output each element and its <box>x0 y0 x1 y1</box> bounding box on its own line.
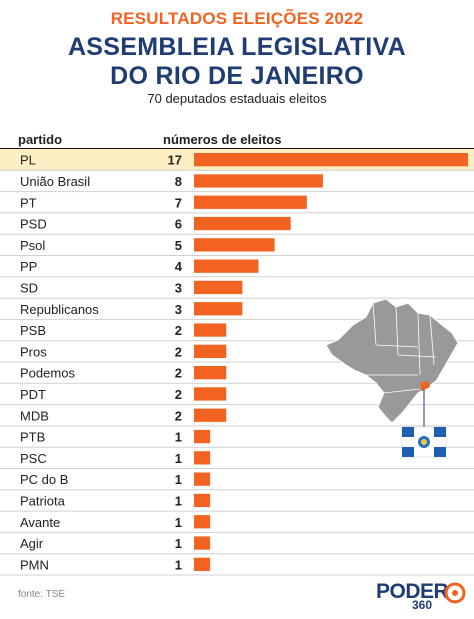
category-label: Podemos <box>20 366 75 381</box>
bar <box>194 536 211 550</box>
value-label: 1 <box>175 472 182 487</box>
value-label: 17 <box>168 153 182 168</box>
value-label: 5 <box>175 238 182 253</box>
category-label: PTB <box>20 430 45 445</box>
value-label: 3 <box>175 302 182 317</box>
category-label: PDT <box>20 387 46 402</box>
value-label: 2 <box>175 387 182 402</box>
category-label: Psol <box>20 238 45 253</box>
value-label: 1 <box>175 557 182 572</box>
value-label: 1 <box>175 451 182 466</box>
category-label: MDB <box>20 408 49 423</box>
bar <box>194 472 211 486</box>
logo-mark-icon <box>444 582 466 604</box>
category-label: Republicanos <box>20 302 99 317</box>
category-label: PSB <box>20 323 46 338</box>
column-header-party: partido <box>18 132 63 147</box>
category-label: PT <box>20 195 37 210</box>
category-label: União Brasil <box>20 174 90 189</box>
bar <box>194 323 227 337</box>
value-label: 1 <box>175 493 182 508</box>
logo-number: 360 <box>412 598 433 612</box>
bar <box>194 280 243 295</box>
column-header-seats: números de eleitos <box>163 132 282 147</box>
category-label: PL <box>20 153 36 168</box>
category-label: PSD <box>20 217 47 232</box>
bar <box>194 238 275 252</box>
bar <box>194 451 211 465</box>
rio-de-janeiro-state <box>420 381 430 391</box>
bar <box>194 408 227 422</box>
poder360-logo: PODER 360 <box>376 580 468 612</box>
kicker: RESULTADOS ELEIÇÕES 2022 <box>110 9 364 28</box>
bar <box>194 366 227 380</box>
category-label: Agir <box>20 536 44 551</box>
value-label: 1 <box>175 515 182 530</box>
page-title-line-1: ASSEMBLEIA LEGISLATIVA <box>67 33 407 61</box>
bar <box>194 216 291 231</box>
rio-flag-icon <box>401 426 447 458</box>
bar <box>194 387 227 401</box>
bar <box>194 153 468 167</box>
map-state-lines <box>366 302 437 394</box>
bar <box>194 195 307 209</box>
bar <box>194 429 211 444</box>
category-label: PC do B <box>20 472 68 487</box>
subtitle: 70 deputados estaduais eleitos <box>147 91 327 106</box>
value-label: 1 <box>175 536 182 551</box>
value-label: 6 <box>175 217 182 232</box>
value-label: 2 <box>175 366 182 381</box>
bar <box>194 344 227 358</box>
brazil-map-icon <box>325 298 459 458</box>
value-label: 2 <box>175 344 182 359</box>
page-title-line-2: DO RIO DE JANEIRO <box>110 62 364 90</box>
value-label: 3 <box>175 280 182 295</box>
category-label: PP <box>20 259 37 274</box>
bar <box>194 302 243 316</box>
category-label: Pros <box>20 344 47 359</box>
value-label: 4 <box>175 259 183 274</box>
bar <box>194 557 211 571</box>
logo-wordmark: PODER <box>376 580 449 603</box>
value-label: 1 <box>175 430 182 445</box>
bar <box>194 515 211 529</box>
value-label: 2 <box>175 323 182 338</box>
bar <box>194 493 211 508</box>
brazil-shape <box>325 298 459 424</box>
value-label: 2 <box>175 408 182 423</box>
category-label: SD <box>20 280 38 295</box>
value-label: 8 <box>175 174 182 189</box>
bar <box>194 174 323 188</box>
value-label: 7 <box>175 195 182 210</box>
source-note: fonte: TSE <box>18 589 66 600</box>
category-label: Patriota <box>20 493 66 508</box>
category-label: PMN <box>20 557 49 572</box>
category-label: PSC <box>20 451 47 466</box>
bar <box>194 259 259 273</box>
category-label: Avante <box>20 515 60 530</box>
